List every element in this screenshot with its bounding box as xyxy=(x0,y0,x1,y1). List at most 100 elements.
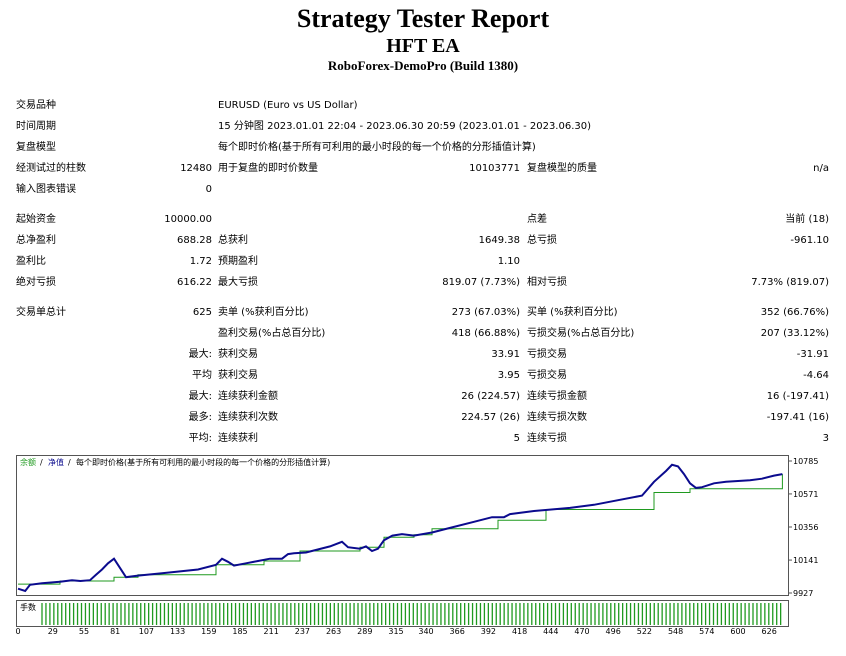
legend-balance: 余额 xyxy=(20,457,36,467)
x-tick-label: 185 xyxy=(232,627,247,635)
rel-drawdown-value: 7.73% (819.07) xyxy=(751,277,829,288)
avg-consec-win-value: 5 xyxy=(513,433,520,444)
x-tick-label: 470 xyxy=(574,627,589,635)
max-drawdown-label: 最大亏损 xyxy=(218,277,258,288)
largest-loss-label: 亏损交易 xyxy=(527,349,567,360)
short-trades-label: 卖单 (%获利百分比) xyxy=(218,307,309,318)
volume-label: 手数 xyxy=(20,602,36,612)
series-equity xyxy=(17,463,783,593)
avg-consec-loss-value: 3 xyxy=(822,433,829,444)
x-tick-label: 159 xyxy=(201,627,216,635)
loss-trades-value: 207 (33.12%) xyxy=(760,328,829,339)
consec-win-amount-value: 26 (224.57) xyxy=(461,391,520,402)
legend-equity: 净值 xyxy=(48,457,64,467)
model-value: 每个即时价格(基于所有可利用的最小时段的每一个价格的分形插值计算) xyxy=(218,142,536,153)
symbol-value: EURUSD (Euro vs US Dollar) xyxy=(218,100,358,111)
loss-trades-label: 亏损交易(%占总百分比) xyxy=(527,328,635,339)
x-tick-label: 574 xyxy=(699,627,714,635)
abs-drawdown-value: 616.22 xyxy=(177,277,212,288)
balance-chart: 余额 / 净值 / 每个即时价格(基于所有可利用的最小时段的每一个价格的分形插值… xyxy=(15,455,830,636)
net-profit-label: 总净盈利 xyxy=(16,235,56,246)
largest-loss-value: -31.91 xyxy=(796,349,829,360)
symbol-label: 交易品种 xyxy=(16,100,56,111)
model-label: 复盘模型 xyxy=(16,142,56,153)
x-tick-label: 237 xyxy=(295,627,310,635)
x-tick-label: 289 xyxy=(357,627,372,635)
largest-prefix: 最大: xyxy=(188,349,212,360)
profit-factor-value: 1.72 xyxy=(189,256,212,267)
most-prefix: 最多: xyxy=(188,412,212,423)
rel-drawdown-label: 相对亏损 xyxy=(527,277,567,288)
ticks-label: 用于复盘的即时价数量 xyxy=(218,163,318,174)
gross-profit-label: 总获利 xyxy=(218,235,248,246)
expected-payoff-label: 预期盈利 xyxy=(218,256,258,267)
largest-win-label: 获利交易 xyxy=(218,349,258,360)
consec-loss-count-value: -197.41 (16) xyxy=(766,412,829,423)
x-tick-label: 392 xyxy=(481,627,496,635)
main-plot-frame xyxy=(16,455,789,596)
gross-loss-label: 总亏损 xyxy=(527,235,557,246)
avg-win-value: 3.95 xyxy=(497,370,520,381)
y-tick-label: 9927 xyxy=(793,589,813,598)
max-drawdown-value: 819.07 (7.73%) xyxy=(442,277,520,288)
x-tick-label: 211 xyxy=(264,627,279,635)
report-title: Strategy Tester Report xyxy=(296,4,550,33)
deposit-label: 起始资金 xyxy=(16,214,56,225)
average-prefix: 平均 xyxy=(192,370,212,381)
x-tick-label: 263 xyxy=(326,627,341,635)
consec-loss-amount-value: 16 (-197.41) xyxy=(766,391,829,402)
win-trades-label: 盈利交易(%占总百分比) xyxy=(218,328,326,339)
expected-payoff-value: 1.10 xyxy=(497,256,520,267)
x-tick-label: 626 xyxy=(762,627,777,635)
x-tick-label: 444 xyxy=(543,627,558,635)
profit-factor-label: 盈利比 xyxy=(16,256,46,267)
net-profit-value: 688.28 xyxy=(177,235,212,246)
x-tick-label: 340 xyxy=(418,627,433,635)
x-tick-label: 600 xyxy=(730,627,745,635)
average2-prefix: 平均: xyxy=(188,433,212,444)
x-tick-label: 548 xyxy=(668,627,683,635)
x-tick-label: 496 xyxy=(606,627,621,635)
consec-loss-count-label: 连续亏损次数 xyxy=(527,412,587,423)
quality-label: 复盘模型的质量 xyxy=(527,163,597,174)
abs-drawdown-label: 绝对亏损 xyxy=(16,277,56,288)
server-build: RoboForex-DemoPro (Build 1380) xyxy=(327,58,519,73)
errors-label: 输入图表错误 xyxy=(16,184,76,195)
x-tick-label: 55 xyxy=(79,627,89,635)
bars-label: 经测试过的柱数 xyxy=(16,163,86,174)
gross-profit-value: 1649.38 xyxy=(478,235,520,246)
ea-name: HFT EA xyxy=(386,35,460,57)
consec-win-count-label: 连续获利次数 xyxy=(218,412,278,423)
x-tick-label: 418 xyxy=(512,627,527,635)
gross-loss-value: -961.10 xyxy=(790,235,829,246)
deposit-value: 10000.00 xyxy=(164,214,212,225)
period-value: 15 分钟图 2023.01.01 22:04 - 2023.06.30 20:… xyxy=(218,121,592,132)
svg-text:/: / xyxy=(40,458,43,467)
y-tick-label: 10571 xyxy=(793,490,818,499)
x-tick-label: 0 xyxy=(16,627,21,635)
maximum-prefix: 最大: xyxy=(188,391,212,402)
quality-value: n/a xyxy=(813,163,829,174)
svg-text:/: / xyxy=(68,458,71,467)
long-trades-label: 买单 (%获利百分比) xyxy=(527,307,618,318)
x-tick-label: 133 xyxy=(170,627,185,635)
period-label: 时间周期 xyxy=(16,121,56,132)
avg-win-label: 获利交易 xyxy=(218,370,258,381)
largest-win-value: 33.91 xyxy=(491,349,520,360)
consec-win-count-value: 224.57 (26) xyxy=(461,412,520,423)
series-balance xyxy=(18,474,783,585)
total-trades-label: 交易单总计 xyxy=(16,307,66,318)
x-tick-label: 29 xyxy=(48,627,58,635)
consec-win-amount-label: 连续获利金额 xyxy=(218,391,278,402)
avg-loss-label: 亏损交易 xyxy=(527,370,567,381)
avg-loss-value: -4.64 xyxy=(803,370,829,381)
y-tick-label: 10141 xyxy=(793,556,818,565)
long-trades-value: 352 (66.76%) xyxy=(760,307,829,318)
bars-value: 12480 xyxy=(180,163,212,174)
errors-value: 0 xyxy=(205,184,212,195)
consec-loss-amount-label: 连续亏损金额 xyxy=(527,391,587,402)
spread-value: 当前 (18) xyxy=(785,214,829,225)
x-tick-label: 315 xyxy=(388,627,403,635)
y-tick-label: 10785 xyxy=(793,457,818,466)
x-tick-label: 366 xyxy=(450,627,465,635)
